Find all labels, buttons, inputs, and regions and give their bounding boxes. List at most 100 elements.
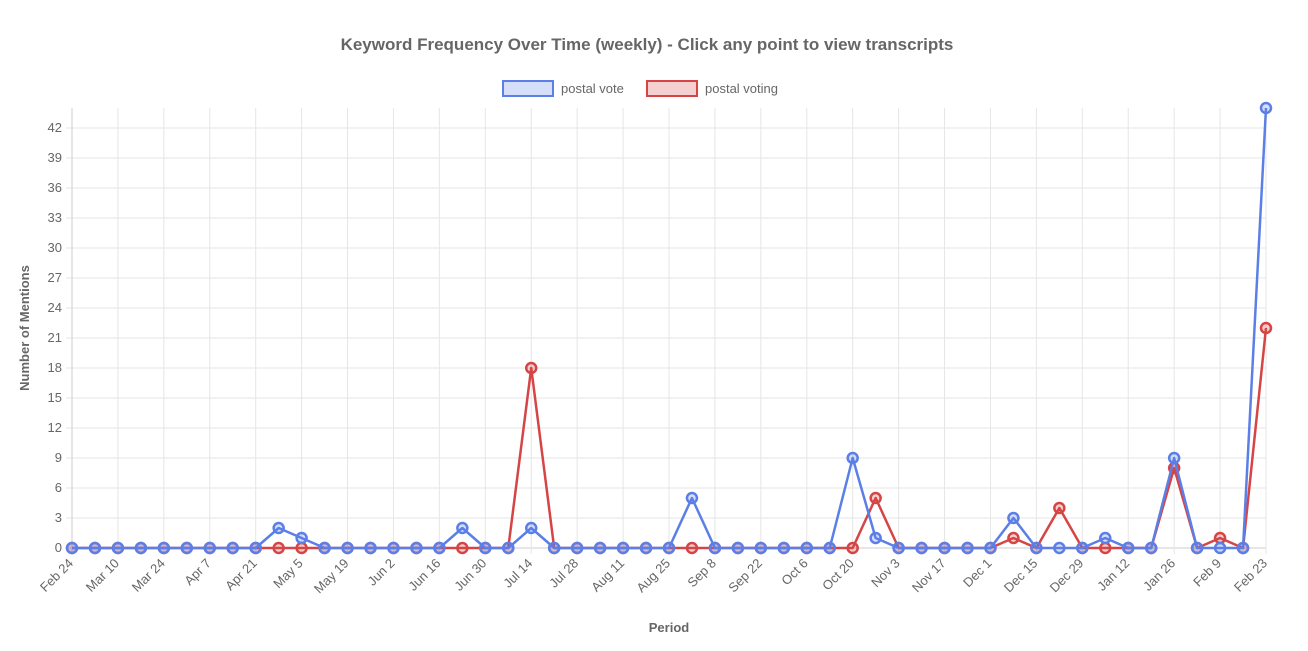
data-point-postal-vote[interactable] — [180, 541, 194, 555]
data-point-postal-vote[interactable] — [869, 531, 882, 545]
x-tick-label: Dec 1 — [960, 556, 995, 591]
y-tick-label: 24 — [48, 300, 62, 315]
y-tick-label: 33 — [48, 210, 62, 225]
data-point-postal-vote[interactable] — [800, 541, 814, 555]
data-point-postal-vote[interactable] — [157, 541, 171, 555]
y-tick-label: 9 — [55, 450, 62, 465]
data-point-postal-voting[interactable] — [1007, 531, 1020, 545]
data-point-postal-voting[interactable] — [456, 541, 469, 555]
x-tick-label: Nov 3 — [868, 556, 903, 591]
data-point-postal-voting[interactable] — [295, 541, 308, 555]
y-tick-label: 39 — [48, 150, 62, 165]
data-point-postal-vote[interactable] — [295, 531, 308, 545]
data-point-postal-voting[interactable] — [869, 491, 882, 505]
line-postal-vote — [72, 107, 1268, 550]
grid — [66, 108, 1267, 554]
data-point-postal-vote[interactable] — [685, 491, 699, 505]
data-point-postal-vote[interactable] — [731, 541, 745, 555]
data-point-postal-vote[interactable] — [846, 451, 859, 465]
data-point-postal-vote[interactable] — [1030, 541, 1043, 555]
data-point-postal-vote[interactable] — [1144, 541, 1158, 555]
data-point-postal-vote[interactable] — [1190, 541, 1204, 555]
data-point-postal-vote[interactable] — [984, 541, 997, 555]
data-point-postal-voting[interactable] — [272, 541, 285, 555]
legend-item-postal-voting[interactable]: postal voting — [646, 80, 778, 97]
x-tick-label: Aug 11 — [588, 556, 627, 595]
y-tick-label: 18 — [48, 360, 62, 375]
data-point-postal-vote[interactable] — [639, 541, 653, 555]
y-tick-label: 42 — [48, 120, 62, 135]
data-point-postal-vote[interactable] — [754, 541, 768, 555]
data-point-postal-vote[interactable] — [1099, 531, 1112, 545]
x-tick-label: Jul 28 — [546, 556, 581, 591]
x-tick-label: Oct 20 — [819, 556, 857, 594]
data-point-postal-vote[interactable] — [892, 541, 905, 555]
series — [65, 101, 1273, 555]
x-tick-label: Apr 7 — [181, 556, 214, 589]
data-point-postal-vote[interactable] — [961, 541, 974, 555]
data-point-postal-voting[interactable] — [1053, 501, 1066, 515]
data-point-postal-vote[interactable] — [1076, 541, 1089, 555]
legend: postal vote postal voting — [502, 80, 778, 97]
data-point-postal-vote[interactable] — [364, 541, 377, 555]
data-point-postal-vote[interactable] — [318, 541, 331, 555]
x-axis-title: Period — [649, 620, 690, 635]
series-postal-vote — [65, 101, 1273, 555]
data-point-postal-vote[interactable] — [226, 541, 239, 555]
x-tick-label: Aug 25 — [633, 556, 673, 596]
data-point-postal-vote[interactable] — [570, 541, 584, 555]
x-tick-label: Jun 30 — [451, 556, 489, 594]
data-point-postal-vote[interactable] — [524, 521, 538, 535]
data-point-postal-vote[interactable] — [134, 541, 148, 555]
data-point-postal-vote[interactable] — [662, 541, 676, 555]
data-point-postal-vote[interactable] — [65, 541, 79, 555]
x-tick-label: Jun 2 — [364, 556, 397, 589]
data-point-postal-voting[interactable] — [1259, 321, 1273, 335]
data-point-postal-vote[interactable] — [456, 521, 469, 535]
data-point-postal-vote[interactable] — [1259, 101, 1273, 115]
data-point-postal-vote[interactable] — [111, 541, 125, 555]
y-tick-label: 21 — [48, 330, 62, 345]
x-tick-label: Feb 23 — [1231, 556, 1270, 595]
y-tick-label: 30 — [48, 240, 62, 255]
data-point-postal-vote[interactable] — [593, 541, 607, 555]
y-tick-label: 6 — [55, 480, 62, 495]
data-point-postal-vote[interactable] — [547, 541, 561, 555]
x-tick-label: Mar 10 — [83, 556, 122, 595]
data-point-postal-vote[interactable] — [823, 541, 836, 555]
data-point-postal-vote[interactable] — [1167, 451, 1181, 465]
data-point-postal-vote[interactable] — [708, 541, 722, 555]
data-point-postal-vote[interactable] — [387, 541, 400, 555]
data-point-postal-vote[interactable] — [502, 541, 515, 555]
data-point-postal-voting[interactable] — [846, 541, 859, 555]
data-point-postal-vote[interactable] — [1213, 541, 1227, 555]
data-point-postal-voting[interactable] — [1213, 531, 1227, 545]
data-point-postal-vote[interactable] — [915, 541, 928, 555]
data-point-postal-vote[interactable] — [479, 541, 492, 555]
data-point-postal-voting[interactable] — [524, 361, 538, 375]
legend-item-postal-vote[interactable]: postal vote — [502, 80, 624, 97]
data-point-postal-vote[interactable] — [1121, 541, 1135, 555]
data-point-postal-vote[interactable] — [272, 521, 285, 535]
x-tick-label: Feb 9 — [1190, 556, 1224, 590]
data-point-postal-voting[interactable] — [685, 541, 699, 555]
x-tick-label: Dec 15 — [1001, 556, 1041, 596]
data-point-postal-vote[interactable] — [341, 541, 354, 555]
data-point-postal-vote[interactable] — [410, 541, 423, 555]
data-point-postal-vote[interactable] — [616, 541, 630, 555]
data-point-postal-vote[interactable] — [88, 541, 102, 555]
data-point-postal-vote[interactable] — [1236, 541, 1250, 555]
data-point-postal-vote[interactable] — [249, 541, 262, 555]
data-point-postal-vote[interactable] — [433, 541, 446, 555]
data-point-postal-vote[interactable] — [938, 541, 951, 555]
x-tick-label: Dec 29 — [1047, 556, 1087, 596]
data-point-postal-vote[interactable] — [203, 541, 217, 555]
y-tick-label: 3 — [55, 510, 62, 525]
x-axis: Feb 24 Mar 10 Mar 24 Apr 7 Apr 21 May 5 May 19… — [37, 556, 1270, 597]
data-point-postal-voting[interactable] — [1099, 541, 1112, 555]
data-point-postal-vote[interactable] — [1053, 541, 1066, 555]
x-tick-label: Mar 24 — [129, 556, 168, 595]
data-point-postal-vote[interactable] — [777, 541, 791, 555]
data-point-postal-vote[interactable] — [1007, 511, 1020, 525]
